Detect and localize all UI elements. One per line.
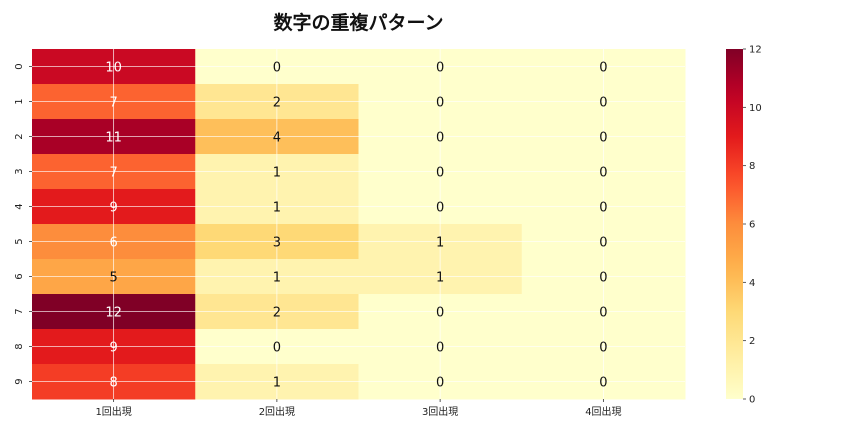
y-axis-ticks: 0 1 2 3 4 5 6 7 8 9 [14, 63, 32, 385]
cell-value-label: 10 [105, 61, 122, 76]
y-tick-label: 9 [14, 378, 25, 384]
y-tick-label: 2 [14, 133, 25, 139]
cell-value-label: 0 [599, 376, 607, 391]
cell-value-label: 1 [273, 201, 281, 216]
colorbar-tick-label: 2 [749, 336, 755, 347]
colorbar-tick-label: 0 [749, 395, 755, 406]
cell-value-label: 7 [109, 166, 117, 181]
y-tick-label: 8 [14, 343, 25, 349]
cell-value-label: 5 [109, 271, 117, 286]
cell-value-label: 0 [436, 306, 444, 321]
colorbar-tick-label: 12 [749, 45, 762, 56]
cell-value-label: 0 [273, 61, 281, 76]
x-axis-ticks: 1回出現 2回出現 3回出現 4回出現 [95, 399, 622, 418]
cell-value-label: 1 [273, 166, 281, 181]
cell-value-label: 0 [599, 166, 607, 181]
cell-value-label: 1 [273, 376, 281, 391]
cell-value-label: 0 [599, 341, 607, 356]
cell-value-label: 0 [273, 341, 281, 356]
cell-value-label: 0 [599, 271, 607, 286]
colorbar-gradient [726, 49, 743, 399]
cell-value-label: 0 [599, 236, 607, 251]
x-tick-label: 4回出現 [585, 405, 621, 418]
x-tick-label: 1回出現 [95, 405, 131, 418]
colorbar-tick-label: 8 [749, 161, 755, 172]
cell-value-label: 0 [599, 201, 607, 216]
cell-value-label: 0 [599, 96, 607, 111]
cell-value-label: 6 [109, 236, 117, 251]
chart-title: 数字の重複パターン [273, 11, 443, 34]
cell-value-label: 1 [436, 236, 444, 251]
cell-value-label: 1 [273, 271, 281, 286]
cell-labels: 10 0 0 07 2 0 011 4 0 07 1 0 09 1 0 06 3 1 05 1 1 012 2 0 09 0 0 08… [105, 61, 607, 391]
cell-value-label: 0 [436, 376, 444, 391]
cell-value-label: 2 [273, 96, 281, 111]
colorbar-tick-label: 6 [749, 220, 755, 231]
x-tick-label: 2回出現 [259, 405, 295, 418]
cell-value-label: 7 [109, 96, 117, 111]
y-tick-label: 6 [14, 273, 25, 279]
colorbar-tick-label: 4 [749, 278, 755, 289]
colorbar: 0 2 4 6 8 10 12 [726, 45, 762, 406]
cell-value-label: 0 [436, 341, 444, 356]
cell-value-label: 0 [436, 96, 444, 111]
cell-value-label: 0 [436, 61, 444, 76]
cell-value-label: 0 [599, 306, 607, 321]
x-tick-label: 3回出現 [422, 405, 458, 418]
cell-value-label: 12 [105, 306, 122, 321]
cell-value-label: 11 [105, 131, 122, 146]
cell-value-label: 9 [109, 341, 117, 356]
cell-value-label: 0 [436, 201, 444, 216]
cell-value-label: 9 [109, 201, 117, 216]
cell-value-label: 4 [273, 131, 281, 146]
y-tick-label: 3 [14, 168, 25, 174]
y-tick-label: 1 [14, 98, 25, 104]
y-tick-label: 5 [14, 238, 25, 244]
y-tick-label: 7 [14, 308, 25, 314]
grid-lines [32, 49, 685, 399]
y-tick-label: 0 [14, 63, 25, 69]
cell-value-label: 0 [436, 131, 444, 146]
cell-value-label: 8 [109, 376, 117, 391]
y-tick-label: 4 [14, 203, 25, 209]
cell-value-label: 0 [436, 166, 444, 181]
cell-value-label: 0 [599, 131, 607, 146]
cell-value-label: 3 [273, 236, 281, 251]
cell-value-label: 1 [436, 271, 444, 286]
cell-value-label: 2 [273, 306, 281, 321]
cell-value-label: 0 [599, 61, 607, 76]
colorbar-tick-label: 10 [749, 103, 762, 114]
